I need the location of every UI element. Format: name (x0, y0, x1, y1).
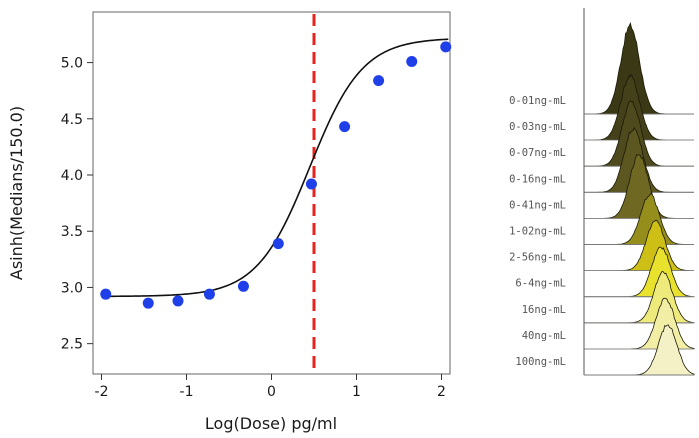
y-tick-label: 5.0 (61, 56, 83, 72)
data-point (272, 238, 284, 250)
y-axis-title: Asinh(Medians/150.0) (7, 106, 26, 280)
data-point (100, 288, 112, 300)
x-tick-label: 2 (437, 384, 446, 400)
histogram-label: 6-4ng-mL (515, 278, 566, 290)
histogram-label: 0-01ng-mL (509, 95, 566, 107)
data-point (237, 280, 249, 292)
histogram-label: 0-03ng-mL (509, 121, 566, 133)
data-point (406, 55, 418, 67)
data-point (440, 41, 452, 53)
dose-response-chart: 2.5 3.0 3.5 4.0 4.5 5.0 -2 -1 0 1 2 Asinh(Medians… (7, 11, 452, 433)
histogram-ridge (584, 246, 695, 298)
x-tick-label: 1 (352, 384, 361, 400)
plot-frame (92, 11, 451, 375)
y-tick-label: 4.0 (61, 168, 83, 184)
histogram-label: 1-02ng-mL (509, 226, 566, 238)
y-tick-label: 3.0 (61, 280, 83, 296)
data-point (203, 288, 215, 300)
histogram-label: 2-56ng-mL (509, 252, 566, 264)
histogram-label: 16ng-mL (522, 304, 566, 316)
data-points (100, 41, 452, 309)
histogram-ridgeline: 0-01ng-mL 0-03ng-mL 0-07ng-mL 0-16ng-mL 0-41… (509, 8, 695, 376)
histogram-ridge (584, 154, 694, 219)
histogram-label: 40ng-mL (522, 330, 566, 342)
histogram-ridge (584, 297, 695, 350)
histogram-stack (583, 8, 695, 376)
histogram-label: 0-41ng-mL (509, 199, 566, 211)
x-tick-label: 0 (267, 384, 276, 400)
data-point (172, 295, 184, 307)
x-axis-title: Log(Dose) pg/ml (205, 414, 337, 433)
data-point (339, 121, 351, 133)
histogram-label: 100ng-mL (515, 356, 566, 368)
x-axis: -2 -1 0 1 2 (95, 374, 446, 400)
x-tick-label: -1 (180, 384, 194, 400)
x-tick-label: -2 (95, 384, 109, 400)
y-tick-label: 3.5 (61, 224, 83, 240)
histogram-label: 0-16ng-mL (509, 173, 566, 185)
histogram-label: 0-07ng-mL (509, 147, 566, 159)
fit-curve (103, 38, 449, 298)
y-axis: 2.5 3.0 3.5 4.0 4.5 5.0 (61, 56, 93, 353)
histogram-labels: 0-01ng-mL 0-03ng-mL 0-07ng-mL 0-16ng-mL 0-41… (509, 95, 566, 368)
data-point (305, 178, 317, 190)
data-point (373, 75, 385, 87)
data-point (142, 297, 154, 309)
y-tick-label: 4.5 (61, 112, 83, 128)
y-tick-label: 2.5 (61, 337, 83, 353)
